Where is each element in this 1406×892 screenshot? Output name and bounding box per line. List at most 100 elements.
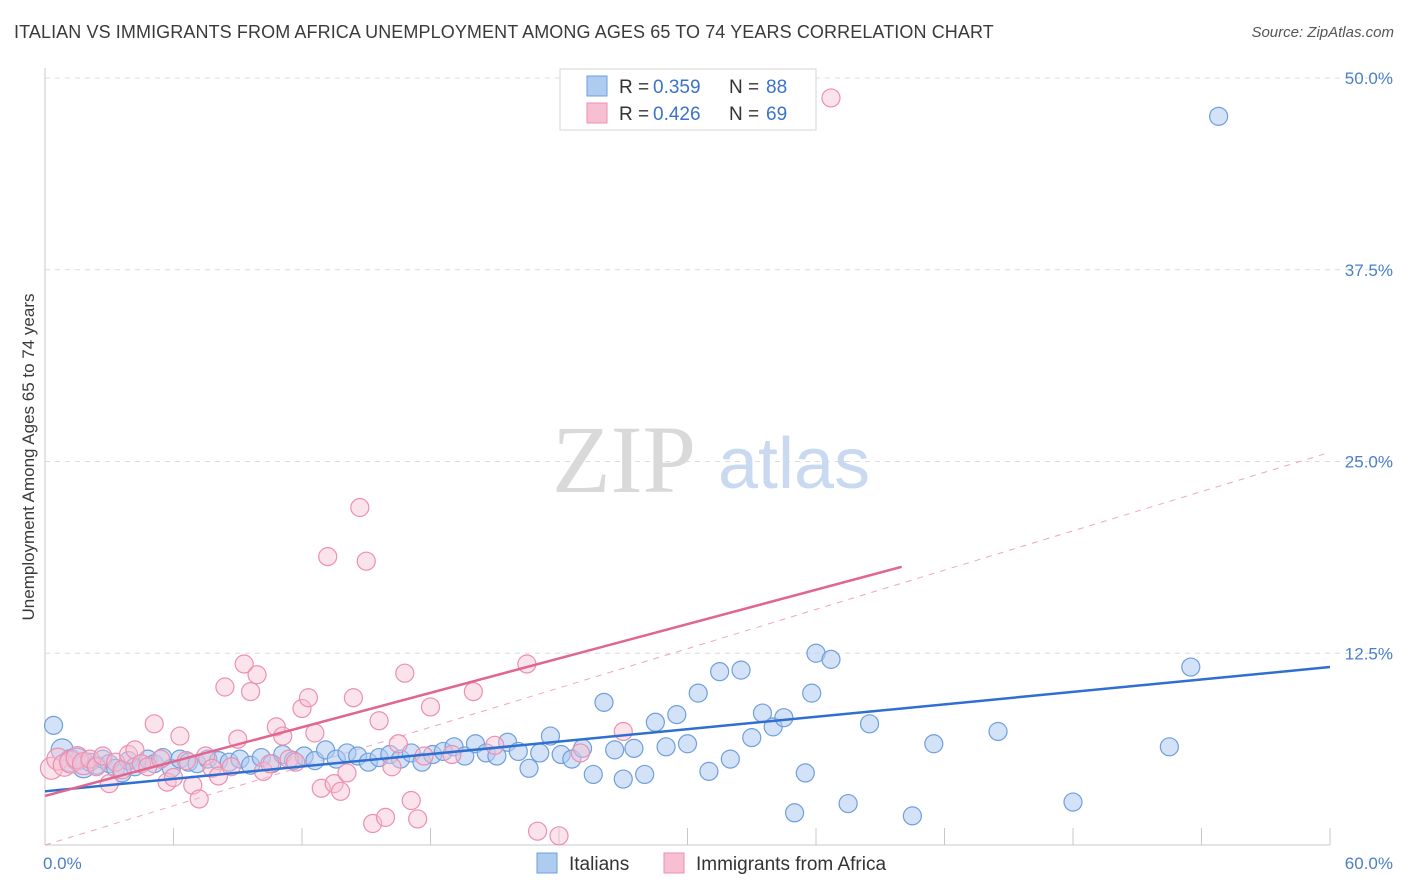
y-tick-label-2: 37.5% bbox=[1345, 261, 1393, 280]
africa-point-16 bbox=[144, 714, 164, 734]
legend-italians-n-value: 88 bbox=[766, 77, 787, 98]
italians-point-75 bbox=[774, 708, 794, 728]
gridlines bbox=[45, 77, 1395, 654]
legend-africa-r-value: 0.426 bbox=[653, 104, 701, 125]
africa-point-67 bbox=[613, 721, 633, 742]
africa-point-65 bbox=[549, 826, 569, 846]
italians-point-64 bbox=[656, 737, 676, 757]
africa-point-47 bbox=[343, 688, 363, 708]
africa-point-45 bbox=[330, 781, 351, 801]
italians-trend-line bbox=[44, 665, 1331, 793]
legend-africa-n-value: 69 bbox=[766, 104, 787, 125]
africa-point-62 bbox=[485, 735, 505, 755]
africa-point-51 bbox=[369, 711, 389, 731]
africa-point-61 bbox=[463, 681, 483, 702]
italians-point-0 bbox=[43, 715, 64, 735]
africa-point-20 bbox=[170, 726, 190, 746]
bottom-legend-italians: Italians bbox=[569, 854, 629, 875]
legend-africa-r-label: R = bbox=[619, 104, 649, 125]
italians-point-87 bbox=[1159, 737, 1179, 757]
italians-point-85 bbox=[988, 721, 1008, 742]
africa-point-63 bbox=[517, 654, 537, 674]
watermark-zip: ZIP bbox=[552, 406, 696, 513]
africa-point-40 bbox=[298, 688, 319, 708]
africa-point-60 bbox=[442, 744, 462, 765]
bottom-legend-africa: Immigrants from Africa bbox=[696, 854, 886, 875]
africa-point-66 bbox=[570, 743, 591, 763]
africa-point-48 bbox=[350, 497, 370, 518]
bottom-legend: Italians Immigrants from Africa bbox=[536, 852, 886, 875]
italians-point-61 bbox=[624, 738, 644, 758]
italians-point-88 bbox=[1181, 657, 1201, 677]
trend-lines bbox=[44, 565, 1331, 798]
italians-point-57 bbox=[583, 764, 603, 785]
italians-point-86 bbox=[1063, 792, 1083, 812]
africa-point-30 bbox=[234, 654, 254, 674]
africa-point-4 bbox=[65, 745, 89, 770]
italians-point-81 bbox=[838, 793, 858, 814]
italians-point-59 bbox=[605, 740, 625, 760]
y-axis-title: Unemployment Among Ages 65 to 74 years bbox=[19, 294, 38, 621]
reference-line bbox=[44, 451, 1331, 846]
bottom-legend-swatch-africa bbox=[663, 852, 685, 874]
y-tick-label-0: 12.5% bbox=[1345, 644, 1393, 663]
africa-point-7 bbox=[86, 757, 107, 777]
italians-point-77 bbox=[795, 763, 815, 783]
y-tick-labels: 12.5% 25.0% 37.5% 50.0% bbox=[1345, 69, 1393, 663]
italians-point-68 bbox=[699, 761, 719, 781]
africa-point-23 bbox=[189, 789, 209, 809]
africa-point-25 bbox=[202, 758, 222, 778]
x-tick-label-1: 60.0% bbox=[1345, 854, 1393, 873]
y-tick-label-3: 50.0% bbox=[1345, 69, 1393, 88]
africa-point-49 bbox=[356, 551, 376, 571]
africa-point-56 bbox=[401, 790, 421, 811]
italians-point-60 bbox=[613, 769, 633, 789]
reference-dashed-line bbox=[44, 451, 1331, 846]
italians-point-78 bbox=[802, 683, 822, 703]
africa-point-64 bbox=[527, 821, 548, 841]
italians-point-65 bbox=[667, 705, 687, 725]
africa-point-53 bbox=[382, 757, 402, 777]
africa-point-39 bbox=[292, 698, 312, 719]
x-tick-labels: 0.0% 60.0% bbox=[43, 854, 1393, 873]
africa-point-28 bbox=[221, 757, 241, 777]
italians-point-84 bbox=[924, 734, 944, 754]
africa-point-27 bbox=[215, 677, 235, 697]
africa-point-43 bbox=[318, 547, 338, 567]
bottom-legend-swatch-italians bbox=[536, 852, 558, 874]
chart-title: ITALIAN VS IMMIGRANTS FROM AFRICA UNEMPL… bbox=[14, 22, 994, 42]
italians-point-76 bbox=[784, 803, 805, 823]
watermark-atlas: atlas bbox=[718, 424, 870, 504]
x-tick-label-0: 0.0% bbox=[43, 854, 82, 873]
y-tick-label-1: 25.0% bbox=[1345, 453, 1393, 472]
africa-trend-line bbox=[44, 565, 902, 798]
africa-point-55 bbox=[395, 663, 415, 683]
watermark: ZIP atlas bbox=[552, 406, 870, 513]
africa-point-59 bbox=[420, 697, 441, 717]
legend: R = 0.359 N = 88 R = 0.426 N = 69 bbox=[559, 68, 817, 131]
italians-point-63 bbox=[645, 712, 665, 732]
legend-italians-r-value: 0.359 bbox=[653, 77, 701, 98]
africa-point-68 bbox=[821, 88, 841, 108]
axes bbox=[44, 68, 1331, 846]
italians-point-89 bbox=[1209, 106, 1229, 126]
africa-point-42 bbox=[311, 778, 331, 798]
italians-point-71 bbox=[731, 660, 751, 680]
italians-point-62 bbox=[635, 764, 655, 785]
legend-italians-n-label: N = bbox=[729, 77, 759, 98]
legend-africa-n-label: N = bbox=[729, 104, 759, 125]
africa-point-32 bbox=[247, 665, 267, 685]
italians-point-82 bbox=[859, 714, 880, 734]
africa-point-44 bbox=[324, 774, 344, 794]
italians-points bbox=[43, 106, 1229, 826]
italians-point-52 bbox=[530, 743, 550, 763]
africa-point-2 bbox=[52, 753, 76, 777]
legend-swatch-italians bbox=[586, 75, 608, 97]
source-credit: Source: ZipAtlas.com bbox=[1251, 24, 1394, 41]
italians-point-53 bbox=[540, 726, 561, 746]
legend-swatch-africa bbox=[586, 102, 608, 124]
africa-point-46 bbox=[337, 763, 357, 783]
africa-point-57 bbox=[408, 809, 428, 829]
africa-point-54 bbox=[388, 734, 408, 754]
